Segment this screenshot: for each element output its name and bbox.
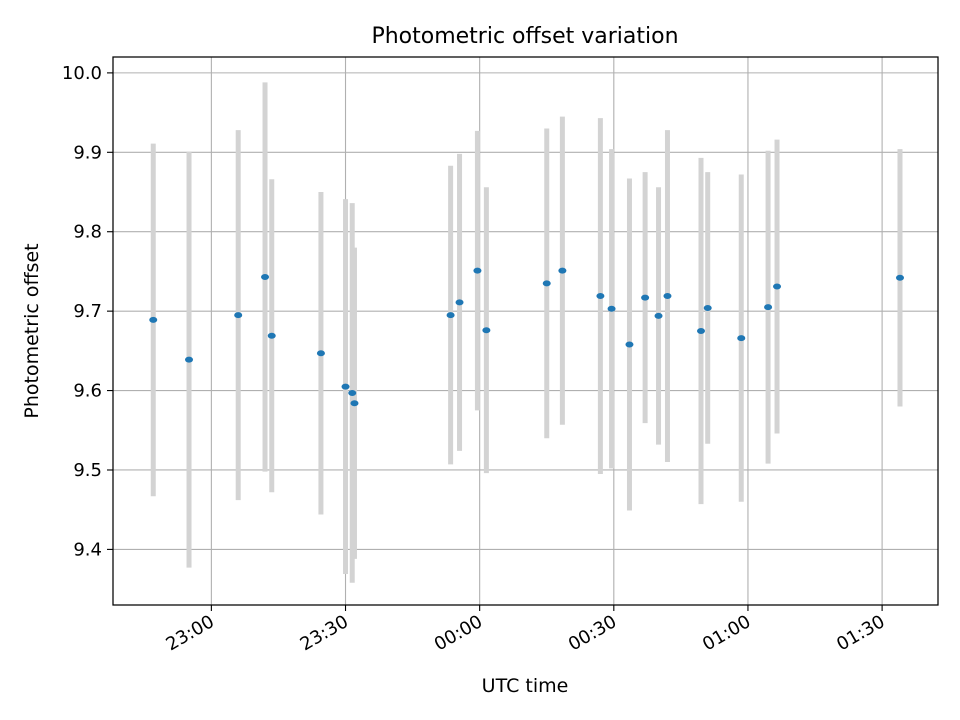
data-point <box>455 299 464 306</box>
data-point <box>341 383 350 390</box>
data-point <box>350 400 359 407</box>
data-point <box>267 332 276 339</box>
y-tick-label: 9.7 <box>73 301 102 322</box>
data-point <box>625 341 634 348</box>
data-point <box>764 304 773 311</box>
data-point <box>542 280 551 287</box>
axis-ticks: 23:00 23:30 00:00 00:30 01:00 01:309.49.59.69… <box>62 63 889 655</box>
data-point <box>663 293 672 300</box>
y-tick-label: 9.8 <box>73 222 102 243</box>
y-tick-label: 9.9 <box>73 142 102 163</box>
data-point <box>773 283 782 290</box>
y-tick-label: 10.0 <box>62 63 102 84</box>
y-axis-label: Photometric offset <box>21 243 43 418</box>
data-point <box>446 312 455 319</box>
data-point <box>234 312 243 319</box>
data-point <box>316 350 325 357</box>
data-points <box>149 267 904 407</box>
data-point <box>482 327 491 334</box>
data-point <box>185 356 194 363</box>
y-tick-label: 9.6 <box>73 381 102 402</box>
data-point <box>348 389 357 396</box>
data-point <box>654 312 663 319</box>
data-point <box>261 273 270 280</box>
data-point <box>697 328 706 334</box>
data-point <box>558 267 567 274</box>
y-tick-label: 9.5 <box>73 460 102 481</box>
data-point <box>641 294 650 301</box>
x-axis-label: UTC time <box>482 675 569 697</box>
data-point <box>703 304 712 311</box>
data-point <box>895 274 904 281</box>
data-point <box>596 293 605 300</box>
data-point <box>607 305 616 312</box>
chart-title: Photometric offset variation <box>371 24 678 49</box>
plot-area-frame <box>112 56 939 606</box>
data-point <box>473 267 482 274</box>
data-point <box>737 335 746 342</box>
y-tick-label: 9.4 <box>73 539 102 560</box>
data-point <box>149 316 158 323</box>
